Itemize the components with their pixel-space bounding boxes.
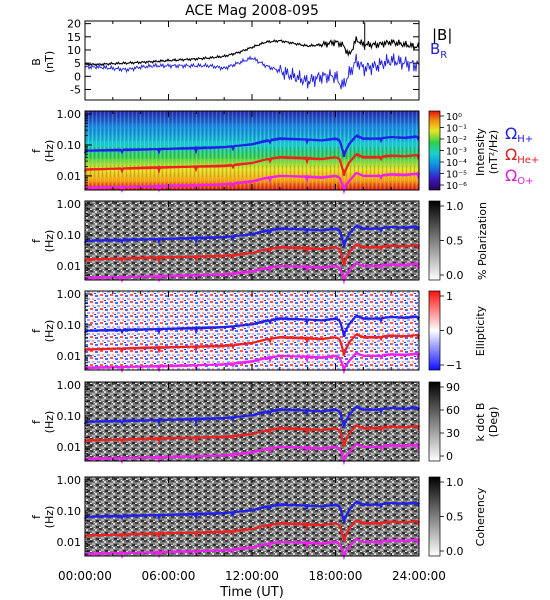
colorbar-tick-label: 10⁰ [446, 112, 462, 123]
colorbar-tick-label: 60 [446, 404, 460, 417]
panel1-ytick-label: 5 [74, 57, 81, 70]
cyclotron-line-h [83, 313, 420, 338]
chart-title: ACE Mag 2008-095 [185, 3, 319, 19]
colorbar-tick-label: −1 [446, 359, 462, 372]
colorbar-tick-label: 0 [446, 450, 453, 463]
freq-tick-label: 1.00 [57, 198, 82, 211]
panel-ellipticity: 1.00 0.10 0.01 1 0 −1 Ellipticity [57, 288, 487, 375]
panel1-ytick-label: 0 [74, 70, 81, 83]
colorbar-tick-label: 1.0 [446, 200, 464, 213]
freq-tick-label: 1.00 [57, 474, 82, 487]
cyclotron-line-o [84, 351, 421, 375]
cyclotron-line-h [83, 133, 420, 158]
cyclotron-line-o [84, 537, 421, 561]
cyclotron-line-he [84, 518, 421, 542]
panel-k-dot-b: 1.00 0.10 0.01 90 60 30 0 k dot B (Deg) [57, 379, 500, 466]
freq-tick-label: 0.01 [57, 260, 82, 273]
panel-polarization: 1.00 0.10 0.01 1.0 0.5 0.0 % Polarization [57, 198, 489, 285]
cyclotron-line-he [84, 423, 421, 447]
freq-label: f [30, 419, 43, 424]
panel1-ylabel-line2: (nT) [43, 51, 56, 73]
legend-omega-he: ΩHe+ [505, 145, 539, 166]
cyclotron-line-he [84, 242, 421, 266]
cyclotron-line-h [83, 499, 420, 524]
colorbar-tick-label: 1.0 [446, 476, 464, 489]
colorbar4-label: k dot B [474, 403, 487, 442]
colorbar1-label: Intensity [474, 128, 487, 176]
colorbar-tick-label: 10⁻³ [446, 147, 467, 158]
freq-tick-label: 0.10 [57, 410, 82, 423]
freq-tick-label: 1.00 [57, 288, 82, 301]
legend-b-total: |B| [432, 26, 452, 44]
colorbar-tick-label: 0.0 [446, 545, 464, 558]
colorbar-tick-label: 30 [446, 427, 460, 440]
colorbar-tick-label: 0.5 [446, 511, 464, 524]
colorbar-tick-label: 1 [446, 290, 453, 303]
freq-tick-label: 0.01 [57, 170, 82, 183]
colorbar5-label: Coherency [474, 487, 487, 546]
freq-tick-label: 0.01 [57, 536, 82, 549]
freq-units-label: (Hz) [43, 411, 56, 434]
freq-units-label: (Hz) [43, 320, 56, 343]
colorbar2-label: % Polarization [476, 202, 489, 280]
panel1-ytick-label: 10 [67, 44, 81, 57]
freq-tick-label: 0.10 [57, 505, 82, 518]
x-tick-label: 24:00:00 [392, 569, 446, 583]
colorbar3-label: Ellipticity [474, 305, 487, 356]
legend-omega-h: ΩH+ [505, 124, 533, 145]
freq-tick-label: 0.10 [57, 319, 82, 332]
colorbar-tick-label: 90 [446, 381, 460, 394]
freq-units-label: (Hz) [43, 140, 56, 163]
freq-tick-label: 0.10 [57, 229, 82, 242]
panel1-ytick-label: 15 [67, 31, 81, 44]
b-total-line [84, 36, 420, 67]
colorbar-tick-label: 10⁻² [446, 135, 467, 146]
cyclotron-line-o [84, 261, 421, 285]
freq-tick-label: 1.00 [57, 379, 82, 392]
panel-intensity: 1.00 0.10 0.01 10⁰10⁻¹10⁻²10⁻³10⁻⁴10⁻⁵10⁻⁶… [57, 108, 539, 195]
panel1-ylabel-line1: B [30, 58, 43, 66]
x-axis-label: Time (UT) [219, 585, 284, 600]
freq-tick-label: 1.00 [57, 108, 82, 121]
colorbar1-units: (nT²/Hz) [487, 130, 500, 174]
x-tick-label: 00:00:00 [58, 569, 112, 583]
x-axis: 00:00:00 06:00:00 12:00:00 18:00:00 24:00:00… [58, 21, 446, 600]
x-tick-label: 18:00:00 [309, 569, 363, 583]
panel1-ytick-label: -5 [70, 83, 81, 96]
panel1-ytick-label: 20 [67, 18, 81, 31]
freq-tick-label: 0.01 [57, 350, 82, 363]
cyclotron-line-h [83, 223, 420, 248]
freq-tick-label: 0.10 [57, 139, 82, 152]
colorbar-tick-label: 0 [446, 325, 453, 338]
cyclotron-line-he [84, 152, 421, 176]
cyclotron-line-o [84, 442, 421, 466]
colorbar-tick-label: 10⁻¹ [446, 124, 467, 135]
panel-coherency: 1.00 0.10 0.01 1.0 0.5 0.0 Coherency [57, 474, 487, 561]
freq-label: f [30, 238, 43, 243]
cyclotron-line-he [84, 332, 421, 356]
colorbar4-units: (Deg) [487, 407, 500, 438]
colorbar-tick-label: 10⁻⁵ [446, 170, 467, 181]
freq-tick-label: 0.01 [57, 441, 82, 454]
colorbar-tick-label: 0.5 [446, 235, 464, 248]
cyclotron-line-h [83, 404, 420, 429]
freq-units-label: (Hz) [43, 230, 56, 253]
freq-label: f [30, 148, 43, 153]
x-tick-label: 12:00:00 [225, 569, 279, 583]
colorbar-tick-label: 0.0 [446, 269, 464, 282]
x-tick-label: 06:00:00 [142, 569, 196, 583]
freq-units-label: (Hz) [43, 506, 56, 529]
freq-label: f [30, 514, 43, 519]
legend-omega-o: ΩO+ [505, 166, 533, 187]
colorbar-tick-label: 10⁻⁶ [446, 181, 467, 192]
freq-label: f [30, 328, 43, 333]
colorbar-tick-label: 10⁻⁴ [446, 158, 467, 169]
b-r-line [84, 53, 420, 90]
cyclotron-line-o [84, 171, 421, 195]
